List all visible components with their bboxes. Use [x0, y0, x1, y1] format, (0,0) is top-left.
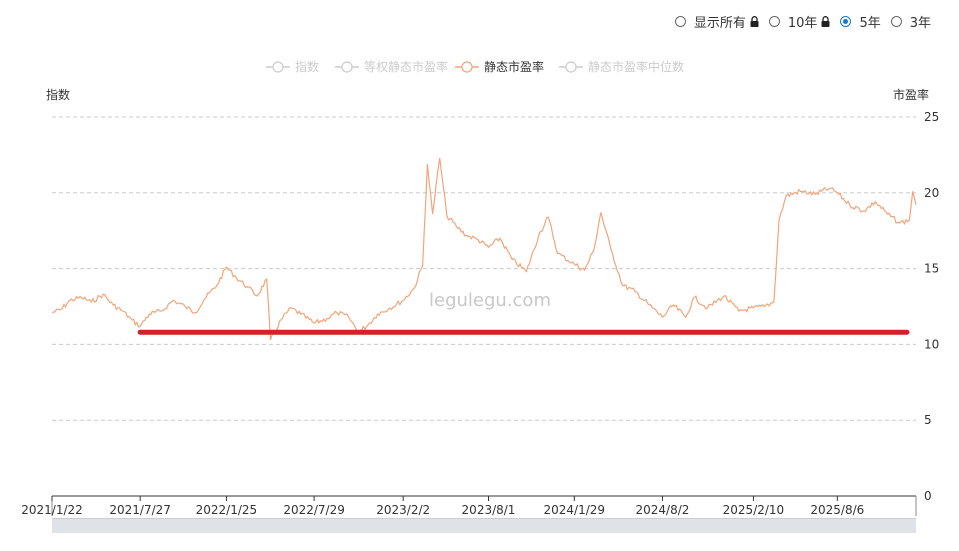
x-tick-label: 2025/8/6 [810, 503, 864, 517]
lock-icon [750, 16, 759, 27]
grid-lines [52, 116, 916, 421]
legend-marker-icon [341, 61, 353, 73]
x-tick-label: 2023/2/2 [376, 503, 430, 517]
y-tick-label: 25 [924, 110, 939, 124]
legend-label: 静态市盈率 [484, 59, 544, 74]
left-axis-label: 指数 [46, 87, 70, 102]
legend-item-3[interactable]: 静态市盈率中位数 [559, 59, 684, 74]
range-option-label: 3年 [909, 16, 931, 31]
x-tick-label: 2022/7/29 [283, 503, 345, 517]
legend-item-0[interactable]: 指数 [266, 59, 319, 74]
y-tick-label: 0 [924, 489, 932, 503]
legend-marker-icon [461, 61, 473, 73]
range-option-0[interactable]: 显示所有 [674, 12, 759, 31]
x-axis: 2021/1/22 2021/7/27 2022/1/25 2022/7/29 2023… [21, 495, 917, 517]
y-tick-label: 5 [924, 413, 932, 427]
radio-button[interactable] [890, 16, 902, 27]
y-tick-label: 10 [924, 337, 939, 351]
range-option-1[interactable]: 10年 [768, 12, 831, 31]
range-option-3[interactable]: 3年 [890, 12, 931, 31]
x-tick-label: 2024/1/29 [544, 503, 606, 517]
legend-item-2[interactable]: 静态市盈率 [455, 59, 544, 74]
y-tick-label: 15 [924, 262, 939, 276]
y-tick-labels: 0 5 10 15 20 25 [924, 110, 939, 503]
x-tick-label: 2025/2/10 [723, 503, 785, 517]
legend-label: 静态市盈率中位数 [588, 59, 684, 74]
range-option-2[interactable]: 5年 [840, 12, 881, 31]
legend-label: 等权静态市盈率 [364, 59, 448, 74]
right-axis-label: 市盈率 [893, 87, 929, 102]
legend-marker-icon [272, 61, 284, 73]
range-selector: 显示所有 10年 5年 3年 [665, 12, 931, 31]
range-option-label: 显示所有 [693, 16, 746, 31]
lock-icon [821, 16, 830, 27]
legend-item-1[interactable]: 等权静态市盈率 [335, 59, 448, 74]
pe-series-line [51, 157, 917, 341]
legend: 指数 等权静态市盈率 静态市盈率 静态市盈率中位数 [266, 59, 684, 74]
range-option-label: 10年 [787, 16, 818, 31]
range-option-label: 5年 [859, 16, 881, 31]
legend-marker-icon [565, 61, 577, 73]
y-tick-label: 20 [924, 186, 939, 200]
x-tick-label: 2022/1/25 [196, 503, 258, 517]
watermark: legulegu.com [429, 290, 551, 311]
x-tick-label: 2021/7/27 [109, 503, 171, 517]
zoom-slider-track[interactable] [52, 518, 916, 533]
radio-button[interactable] [674, 16, 686, 27]
radio-button[interactable] [840, 16, 852, 27]
x-tick-label: 2021/1/22 [21, 503, 83, 517]
x-tick-label: 2024/8/2 [635, 503, 689, 517]
radio-button[interactable] [768, 16, 780, 27]
x-tick-label: 2023/8/1 [462, 503, 516, 517]
legend-label: 指数 [295, 59, 319, 74]
